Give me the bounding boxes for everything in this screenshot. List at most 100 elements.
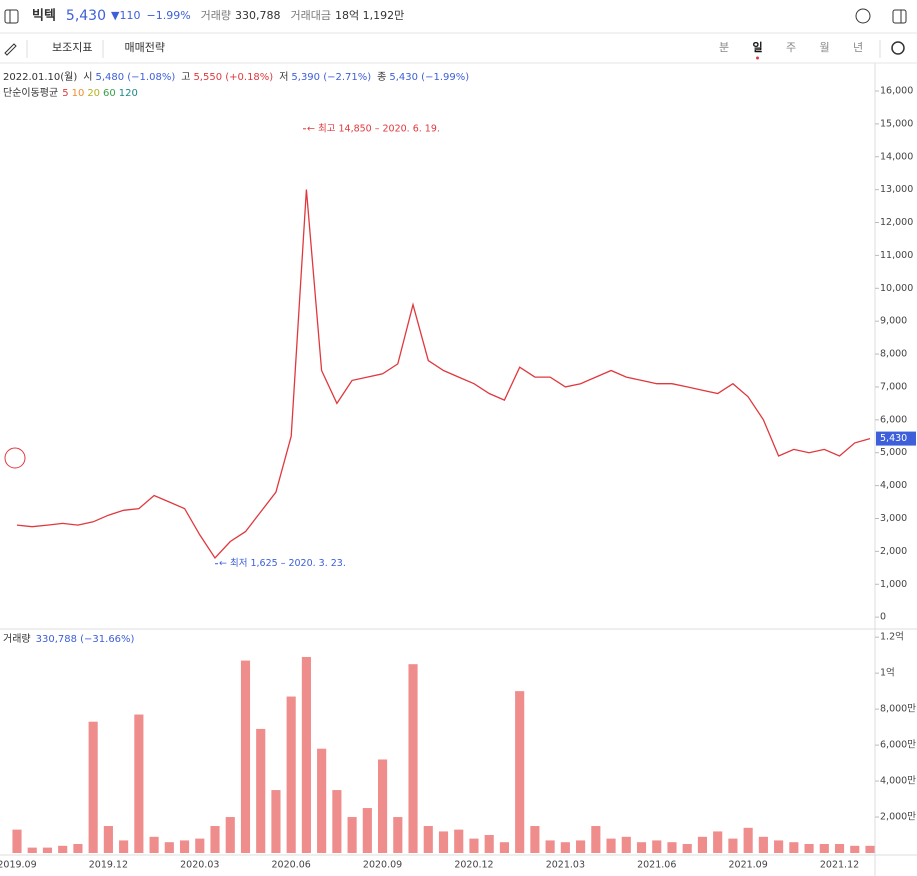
ma-period: 10 — [72, 88, 85, 99]
amount-label: 거래대금 — [291, 9, 331, 22]
volume-bar — [454, 829, 464, 853]
x-tick-label: 2021.09 — [728, 860, 767, 871]
period-tab[interactable]: 분 — [719, 41, 729, 54]
volume-bar — [652, 840, 662, 853]
volume-bar — [12, 829, 22, 853]
change-pct: −1.99% — [146, 9, 190, 22]
volume-bar — [210, 826, 220, 853]
volume-bar — [27, 847, 37, 853]
volume-bar — [697, 836, 708, 853]
volume-bar — [804, 844, 814, 853]
y-tick-label: 11,000 — [880, 250, 913, 261]
active-dot — [756, 56, 759, 60]
volume-bar — [179, 840, 190, 853]
volume-bar — [743, 827, 753, 853]
volume: 330,788 — [235, 9, 281, 22]
x-tick-label: 2020.12 — [454, 860, 493, 871]
volume-bar — [667, 842, 677, 853]
x-tick-label: 2019.12 — [89, 860, 128, 871]
volume-bar — [819, 844, 829, 853]
period-tab[interactable]: 년 — [853, 41, 863, 54]
panel-icon-right[interactable] — [892, 9, 907, 24]
volume-bar — [713, 831, 723, 853]
volume-bar — [393, 817, 403, 853]
info-label: 고 — [181, 72, 190, 83]
settings-icon[interactable] — [891, 41, 905, 55]
more-icon[interactable] — [855, 8, 871, 24]
y-tick-label: 15,000 — [880, 118, 913, 129]
volume-bar — [865, 845, 875, 853]
volume-bar — [256, 728, 266, 853]
y-tick-label: 6,000만 — [880, 740, 916, 751]
volume-bar — [164, 842, 174, 853]
change: ▼110 — [111, 9, 140, 22]
volume-bar — [576, 840, 586, 853]
y-tick-label: 5,000 — [880, 447, 907, 458]
volume-bar — [58, 845, 68, 853]
y-tick-label: 8,000 — [880, 349, 907, 360]
volume-bar — [682, 844, 692, 853]
period-tab[interactable]: 일 — [752, 40, 762, 54]
volume-bar — [606, 838, 616, 853]
volume-bar — [499, 842, 509, 853]
volume-bar — [88, 721, 98, 853]
period-tab[interactable]: 주 — [786, 41, 796, 54]
volume-bar — [347, 817, 357, 853]
info-label: 종 — [377, 71, 386, 83]
info-value: 5,390 (−2.71%) — [291, 72, 371, 83]
y-tick-label: 13,000 — [880, 184, 913, 195]
y-tick-label: 1.2억 — [880, 631, 904, 643]
volume-bar — [728, 838, 738, 853]
amount: 18억 1,192만 — [335, 9, 404, 22]
volume-bar — [469, 838, 479, 853]
x-tick-label: 2020.06 — [272, 860, 311, 871]
panel-icon[interactable] — [4, 9, 19, 24]
volume-bar — [73, 844, 83, 853]
volume-bar — [758, 836, 768, 853]
volume-bar — [545, 840, 555, 853]
y-tick-label: 16,000 — [880, 85, 913, 96]
volume-bar — [774, 840, 784, 853]
volume-bar — [119, 840, 129, 853]
volume-bar — [362, 808, 372, 853]
ma-period: 60 — [103, 88, 116, 99]
price-line — [16, 189, 871, 560]
volume-bar — [286, 696, 296, 853]
volume-bar — [225, 817, 235, 853]
ma-period: 20 — [87, 88, 100, 99]
volume-bar — [789, 842, 799, 853]
info-date: 2022.01.10(월) — [3, 71, 77, 83]
info-value: 5,430 (−1.99%) — [389, 72, 469, 83]
tool[interactable]: 매매전략 — [124, 41, 164, 54]
period-tab[interactable]: 월 — [819, 41, 829, 54]
volume-bar — [103, 826, 113, 853]
y-tick-label: 1억 — [880, 667, 895, 679]
pencil-icon[interactable] — [4, 43, 17, 56]
volume-bar — [591, 826, 601, 853]
volume-bar — [195, 838, 205, 853]
volume-bar — [530, 826, 540, 853]
ma-label: 단순이동평균 — [3, 87, 58, 99]
y-tick-label: 3,000 — [880, 513, 907, 524]
info-value: 5,480 (−1.08%) — [95, 72, 175, 83]
annotation: ← 최저 1,625 – 2020. 3. 23. — [219, 558, 346, 569]
volume-bar — [484, 835, 494, 853]
volume-bar — [149, 836, 159, 853]
volume-bar — [423, 826, 433, 853]
y-tick-label: 2,000만 — [880, 812, 916, 823]
volume-bar — [134, 714, 144, 853]
tool[interactable]: 보조지표 — [52, 41, 92, 54]
annotation: ← 최고 14,850 – 2020. 6. 19. — [307, 123, 440, 134]
back-button[interactable] — [4, 447, 26, 469]
y-tick-label: 10,000 — [880, 283, 913, 294]
volume-bar — [332, 790, 342, 853]
volume-bar — [850, 845, 860, 853]
volume-bar — [408, 664, 418, 853]
y-tick-label: 14,000 — [880, 151, 913, 162]
volume-bar — [317, 748, 327, 853]
y-tick-label: 8,000만 — [880, 704, 916, 715]
x-tick-label: 2020.03 — [180, 860, 219, 871]
volume-label: 거래량 — [201, 9, 231, 22]
